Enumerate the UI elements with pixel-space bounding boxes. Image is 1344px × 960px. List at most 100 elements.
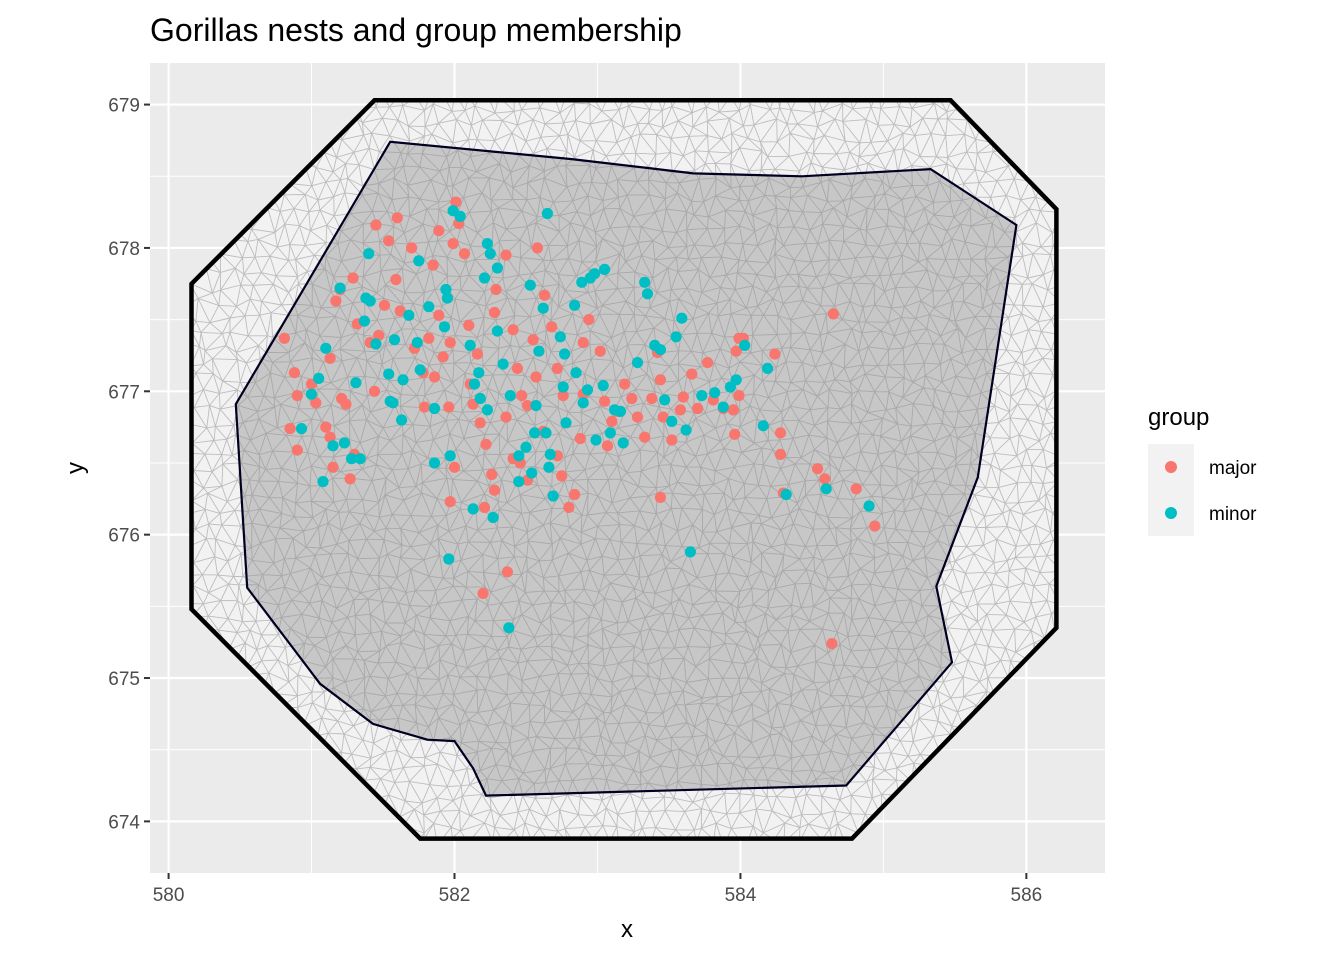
point-major bbox=[869, 520, 881, 532]
point-major bbox=[654, 491, 667, 503]
point-major bbox=[686, 368, 698, 380]
point-major bbox=[373, 329, 385, 341]
point-major bbox=[480, 438, 492, 450]
point-minor bbox=[413, 255, 425, 267]
point-major bbox=[406, 242, 418, 254]
x-tick-label: 582 bbox=[439, 885, 471, 906]
point-minor bbox=[438, 321, 451, 333]
point-minor bbox=[295, 423, 308, 435]
x-tick-label: 584 bbox=[725, 885, 757, 906]
point-minor bbox=[537, 302, 549, 314]
point-minor bbox=[654, 344, 667, 356]
data-points bbox=[278, 196, 881, 650]
point-minor bbox=[403, 309, 415, 321]
y-tick-label: 674 bbox=[108, 812, 140, 833]
point-minor bbox=[441, 292, 453, 304]
point-major bbox=[727, 404, 739, 416]
point-major bbox=[577, 337, 589, 349]
inner-region bbox=[234, 140, 1018, 797]
point-major bbox=[569, 488, 581, 501]
chart-title: Gorillas nests and group membership bbox=[150, 12, 682, 48]
x-axis-title: x bbox=[621, 916, 633, 943]
point-major bbox=[391, 212, 403, 224]
point-minor bbox=[444, 450, 456, 462]
point-minor bbox=[467, 503, 479, 515]
point-minor bbox=[543, 461, 555, 473]
point-minor bbox=[320, 342, 332, 354]
point-major bbox=[486, 468, 498, 481]
point-minor bbox=[487, 511, 499, 524]
point-major bbox=[819, 473, 831, 485]
point-major bbox=[444, 337, 456, 349]
point-minor bbox=[313, 372, 325, 384]
y-tick-label: 677 bbox=[108, 382, 140, 403]
point-major bbox=[654, 374, 667, 386]
point-minor bbox=[383, 368, 395, 380]
point-major bbox=[639, 431, 651, 443]
point-major bbox=[501, 566, 513, 578]
point-minor bbox=[590, 434, 602, 446]
legend-label-major: major bbox=[1209, 458, 1257, 479]
point-major bbox=[551, 362, 564, 374]
legend-title: group bbox=[1148, 404, 1209, 431]
point-minor bbox=[581, 384, 594, 396]
point-minor bbox=[396, 414, 408, 426]
point-major bbox=[310, 397, 322, 409]
point-minor bbox=[557, 381, 569, 393]
point-major bbox=[463, 319, 475, 331]
point-minor bbox=[497, 358, 509, 370]
point-minor bbox=[541, 207, 554, 220]
point-minor bbox=[513, 476, 525, 488]
point-major bbox=[447, 238, 459, 250]
point-minor bbox=[739, 339, 751, 351]
point-major bbox=[619, 378, 631, 390]
point-minor bbox=[659, 394, 671, 406]
point-major bbox=[474, 417, 486, 429]
point-major bbox=[774, 448, 787, 460]
point-major bbox=[477, 587, 489, 600]
point-minor bbox=[544, 448, 556, 460]
point-minor bbox=[529, 427, 541, 439]
point-minor bbox=[641, 288, 654, 300]
point-major bbox=[774, 427, 787, 439]
point-minor bbox=[481, 238, 493, 250]
point-major bbox=[433, 309, 445, 321]
point-minor bbox=[388, 334, 401, 346]
point-major bbox=[427, 259, 439, 271]
point-minor bbox=[639, 276, 651, 288]
point-major bbox=[478, 501, 491, 513]
point-minor bbox=[354, 453, 366, 465]
point-major bbox=[488, 484, 501, 496]
point-minor bbox=[443, 553, 455, 565]
point-minor bbox=[609, 404, 621, 416]
point-minor bbox=[589, 268, 601, 280]
point-minor bbox=[464, 339, 476, 351]
point-minor bbox=[503, 622, 515, 634]
point-minor bbox=[530, 400, 542, 412]
outer-region-fill bbox=[191, 100, 1057, 839]
point-major bbox=[692, 402, 704, 415]
point-minor bbox=[370, 338, 382, 350]
point-minor bbox=[327, 440, 339, 452]
legend: group major minor bbox=[1148, 404, 1257, 536]
point-major bbox=[278, 332, 290, 344]
point-major bbox=[556, 470, 568, 482]
point-major bbox=[448, 461, 461, 473]
point-minor bbox=[757, 420, 769, 432]
point-minor bbox=[513, 450, 525, 462]
point-major bbox=[812, 463, 824, 475]
point-minor bbox=[363, 248, 375, 260]
point-minor bbox=[863, 500, 875, 512]
point-major bbox=[521, 400, 534, 412]
point-major bbox=[390, 273, 402, 286]
point-major bbox=[546, 321, 558, 333]
point-minor bbox=[717, 401, 729, 413]
point-major bbox=[733, 390, 745, 402]
point-major bbox=[458, 248, 471, 260]
point-major bbox=[583, 314, 595, 326]
point-minor bbox=[730, 374, 742, 386]
point-minor bbox=[364, 295, 376, 307]
point-major bbox=[729, 428, 741, 440]
point-minor bbox=[570, 367, 582, 379]
